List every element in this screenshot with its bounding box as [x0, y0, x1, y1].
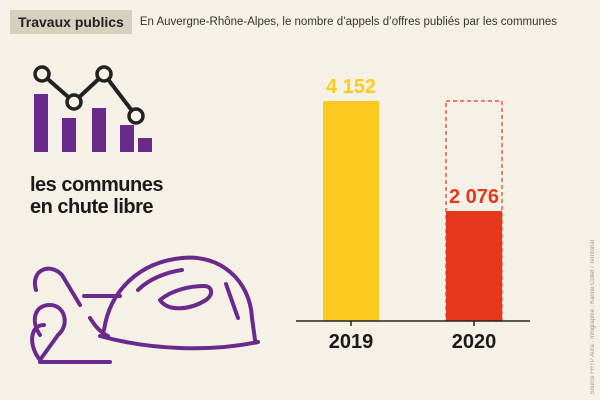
- bar-2020: [446, 211, 502, 321]
- caption-line-2: en chute libre: [30, 196, 154, 218]
- source-credit: Source FRTP Aura · Infographie : Karine …: [590, 240, 596, 395]
- rolled-plan-icon: [30, 266, 122, 364]
- caption: les communes en chute libre: [30, 174, 190, 218]
- hard-hat-icon: [88, 255, 260, 351]
- chart-subtitle: En Auvergne-Rhône-Alpes, le nombre d’app…: [139, 16, 558, 28]
- caption-line-1: les communes: [30, 174, 163, 196]
- section-tag: Travaux publics: [10, 10, 132, 34]
- value-label-2020: 2 076: [449, 186, 499, 208]
- line-chart-icon: [33, 65, 152, 152]
- category-label-2020: 2020: [452, 331, 497, 353]
- header: Travaux publics En Auvergne-Rhône-Alpes,…: [10, 10, 557, 34]
- category-label-2019: 2019: [329, 331, 374, 353]
- bar-chart: 4 152 2 076 2019 2020: [296, 76, 530, 353]
- value-label-2019: 4 152: [326, 76, 376, 98]
- bar-2019: [323, 101, 379, 321]
